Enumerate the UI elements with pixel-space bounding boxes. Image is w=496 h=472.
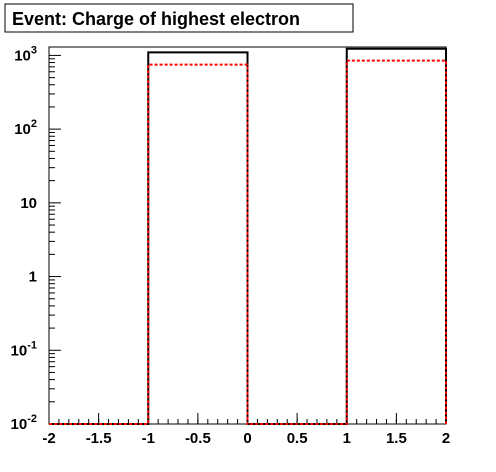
- x-tick-label: 0.5: [287, 430, 308, 447]
- x-axis: -2 -1.5 -1 -0.5 0 0.5 1 1.5 2: [42, 413, 450, 447]
- y-tick-label: 102: [14, 118, 37, 138]
- x-tick-label: -1.5: [86, 430, 112, 447]
- x-tick-label: 0: [243, 430, 251, 447]
- x-tick-label: -0.5: [185, 430, 211, 447]
- title-box: [4, 3, 354, 33]
- y-tick-label: 10-2: [11, 413, 37, 433]
- x-tick-label: 1.5: [386, 430, 407, 447]
- series-dashed-red-line: [49, 59, 447, 425]
- series-layer: [49, 47, 447, 425]
- x-tick-label: -1: [142, 430, 155, 447]
- y-tick-label: 103: [14, 44, 37, 64]
- x-tick-label: -2: [42, 430, 55, 447]
- y-axis: 10-2 10-1 1 10 102 103: [11, 44, 61, 433]
- y-tick-label: 10-1: [11, 339, 37, 359]
- x-tick-label: 2: [442, 430, 450, 447]
- chart-title: Event: Charge of highest electron: [12, 9, 300, 29]
- x-tick-label: 1: [343, 430, 351, 447]
- y-tick-label: 1: [29, 269, 37, 286]
- y-tick-label: 10: [20, 195, 37, 212]
